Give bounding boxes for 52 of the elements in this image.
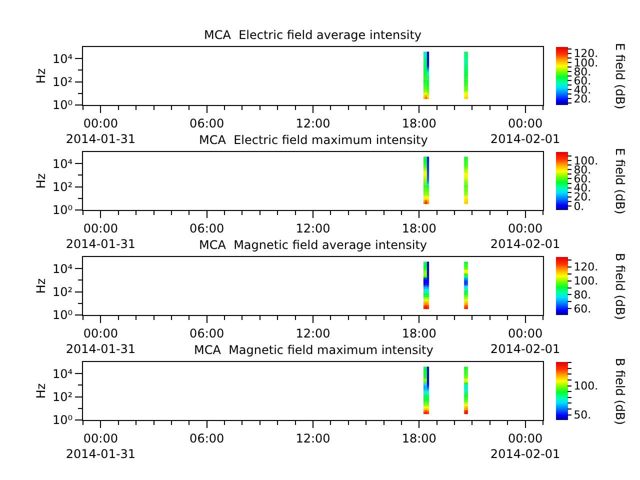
color-bar-label: 100.: [574, 380, 598, 393]
x-tick-label: 12:00: [296, 326, 330, 340]
color-bar-title: B field (dB): [613, 358, 627, 425]
x-tick-label: 06:00: [190, 326, 224, 340]
color-bar-title: E field (dB): [613, 43, 627, 110]
y-tick-label: 10²: [52, 75, 73, 89]
y-tick-label: 10⁰: [52, 413, 73, 428]
y-tick-label: 10⁰: [52, 308, 73, 322]
x-tick-label: 18:00: [402, 326, 436, 340]
y-tick-label: 10⁴: [52, 156, 73, 171]
color-bar-label: 50.: [574, 408, 592, 422]
color-bar-title: B field (dB): [613, 253, 627, 320]
x-tick-label: 00:00 2014-02-01: [490, 326, 560, 356]
x-tick-label: 06:00: [190, 116, 224, 130]
y-tick-label: 10⁴: [52, 366, 73, 381]
x-tick-label: 12:00: [296, 221, 330, 236]
chart-title: MCA Magnetic field maximum intensity: [194, 343, 434, 357]
color-bar-label: 60.: [574, 302, 592, 316]
x-tick-label: 00:00 2014-01-31: [66, 326, 136, 356]
chart-title: MCA Electric field maximum intensity: [199, 133, 428, 147]
color-bar-label: 20.: [574, 92, 592, 106]
x-tick-label: 18:00: [402, 221, 436, 236]
x-tick-label: 00:00 2014-02-01: [490, 221, 560, 251]
color-bar-title: E field (dB): [613, 148, 627, 214]
y-axis-title: Hz: [34, 68, 48, 84]
y-tick-label: 10⁰: [52, 203, 73, 218]
color-bar-label: 100.: [574, 274, 598, 288]
chart-title: MCA Magnetic field average intensity: [199, 238, 428, 252]
x-tick-label: 18:00: [402, 431, 436, 446]
x-tick-label: 18:00: [402, 116, 436, 130]
y-axis-title: Hz: [34, 278, 48, 294]
chart-title: MCA Electric field average intensity: [204, 28, 422, 42]
x-tick-label: 00:00 2014-01-31: [66, 116, 136, 146]
color-bar-label: 120.: [574, 260, 598, 274]
y-axis-title: Hz: [34, 383, 48, 399]
x-tick-label: 00:00 2014-02-01: [490, 431, 560, 461]
color-bar-label: 0.: [574, 200, 584, 213]
y-tick-label: 10⁴: [52, 262, 73, 276]
x-tick-label: 00:00 2014-02-01: [490, 116, 560, 146]
x-tick-label: 06:00: [190, 221, 224, 236]
x-tick-label: 00:00 2014-01-31: [66, 431, 136, 461]
y-tick-label: 10⁴: [52, 52, 73, 66]
y-axis-title: Hz: [34, 173, 48, 189]
color-bar-label: 80.: [574, 288, 592, 302]
y-tick-label: 10⁰: [52, 98, 73, 112]
y-tick-label: 10²: [52, 390, 73, 404]
x-tick-label: 12:00: [296, 431, 330, 446]
x-tick-label: 06:00: [190, 431, 224, 446]
y-tick-label: 10²: [52, 180, 73, 194]
x-tick-label: 12:00: [296, 116, 330, 130]
x-tick-label: 00:00 2014-01-31: [66, 221, 136, 251]
y-tick-label: 10²: [52, 285, 73, 299]
